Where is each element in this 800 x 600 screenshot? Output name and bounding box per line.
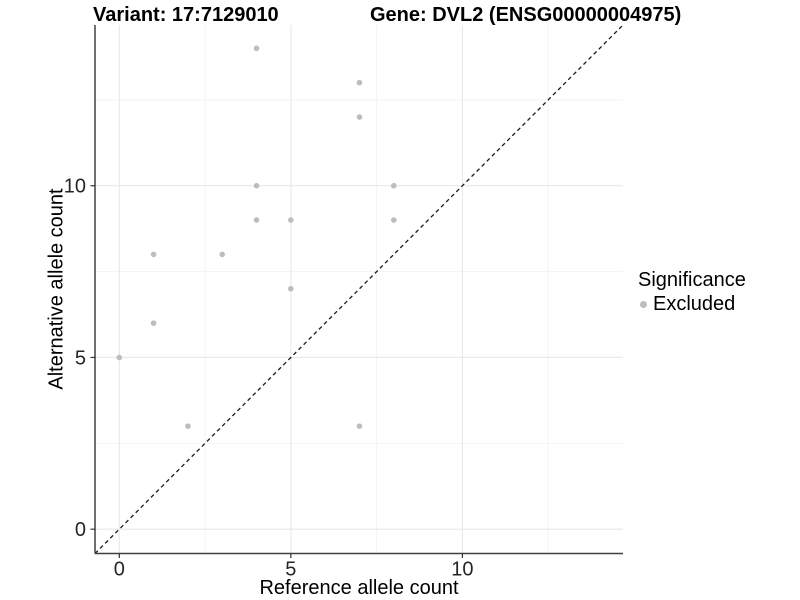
data-point bbox=[185, 423, 191, 429]
data-point bbox=[253, 45, 260, 52]
legend-title: Significance bbox=[638, 269, 746, 291]
identity-line bbox=[94, 24, 624, 554]
plot-title-gene: Gene: DVL2 (ENSG00000004975) bbox=[370, 4, 682, 26]
data-point bbox=[390, 182, 397, 189]
data-point bbox=[356, 423, 363, 429]
y-tick-label: 5 bbox=[75, 347, 86, 369]
data-point bbox=[390, 217, 397, 223]
data-point bbox=[150, 251, 157, 258]
legend-entry-excluded: Excluded bbox=[638, 293, 746, 316]
data-point bbox=[356, 79, 363, 86]
data-point bbox=[288, 285, 294, 292]
x-tick-label: 10 bbox=[451, 559, 473, 581]
data-point bbox=[253, 217, 260, 223]
data-point bbox=[116, 354, 123, 361]
data-point bbox=[288, 217, 294, 223]
data-point bbox=[253, 182, 260, 189]
data-point bbox=[219, 251, 226, 258]
plot-title-variant: Variant: 17:7129010 bbox=[93, 4, 279, 26]
y-tick-label: 10 bbox=[64, 176, 86, 198]
y-axis-title: Alternative allele count bbox=[45, 188, 68, 390]
y-tick-label: 0 bbox=[75, 519, 86, 541]
x-tick-label: 0 bbox=[114, 559, 125, 581]
x-axis-title: Reference allele count bbox=[259, 577, 459, 599]
x-tick-label: 5 bbox=[285, 559, 296, 581]
legend-key-dot-icon bbox=[640, 301, 647, 308]
data-point bbox=[356, 114, 363, 120]
data-point bbox=[150, 320, 157, 326]
legend: Significance Excluded bbox=[638, 269, 746, 316]
legend-entry-label: Excluded bbox=[653, 293, 736, 315]
